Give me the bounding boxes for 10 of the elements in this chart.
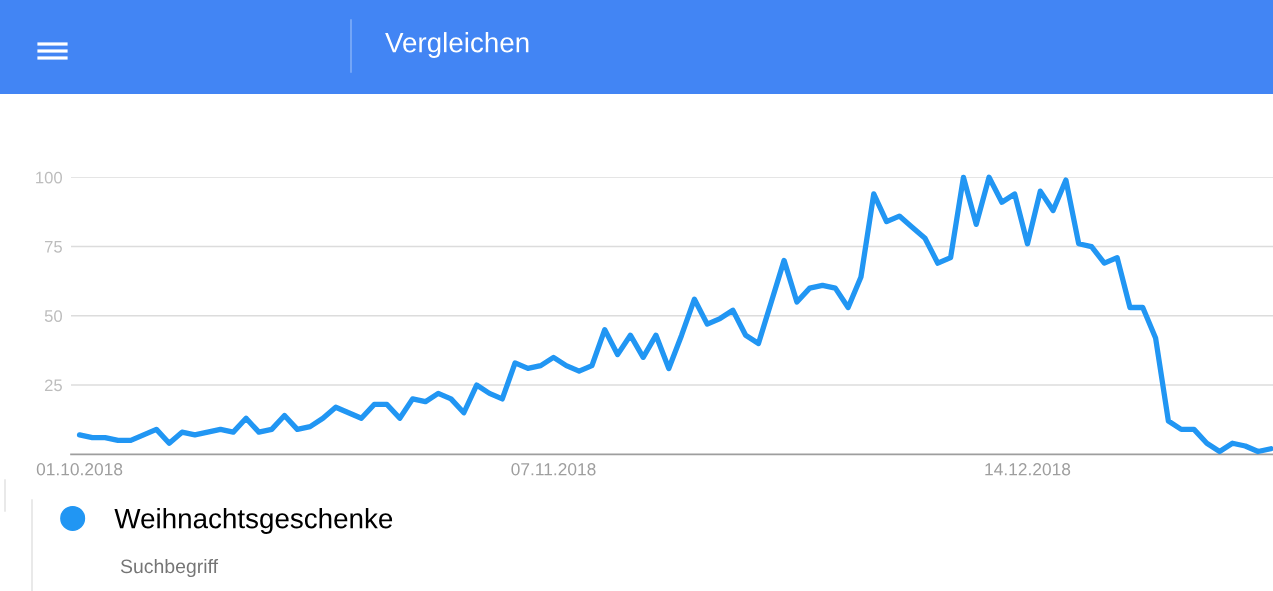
x-tick-label: 01.10.2018 (36, 463, 123, 476)
x-tick-label: 07.11.2018 (511, 463, 596, 476)
y-tick-label: 25 (44, 379, 62, 392)
y-tick-label: 50 (44, 310, 63, 322)
chart-title: Vergleichen (385, 32, 529, 58)
y-tick-label: 100 (36, 171, 63, 184)
text: Suchbegriff (120, 558, 219, 578)
legend-label: Weihnachtsgeschenke (114, 508, 393, 534)
x-tick-label: 14.12.2018 (985, 463, 1071, 476)
y-tick-label: 75 (44, 241, 62, 253)
